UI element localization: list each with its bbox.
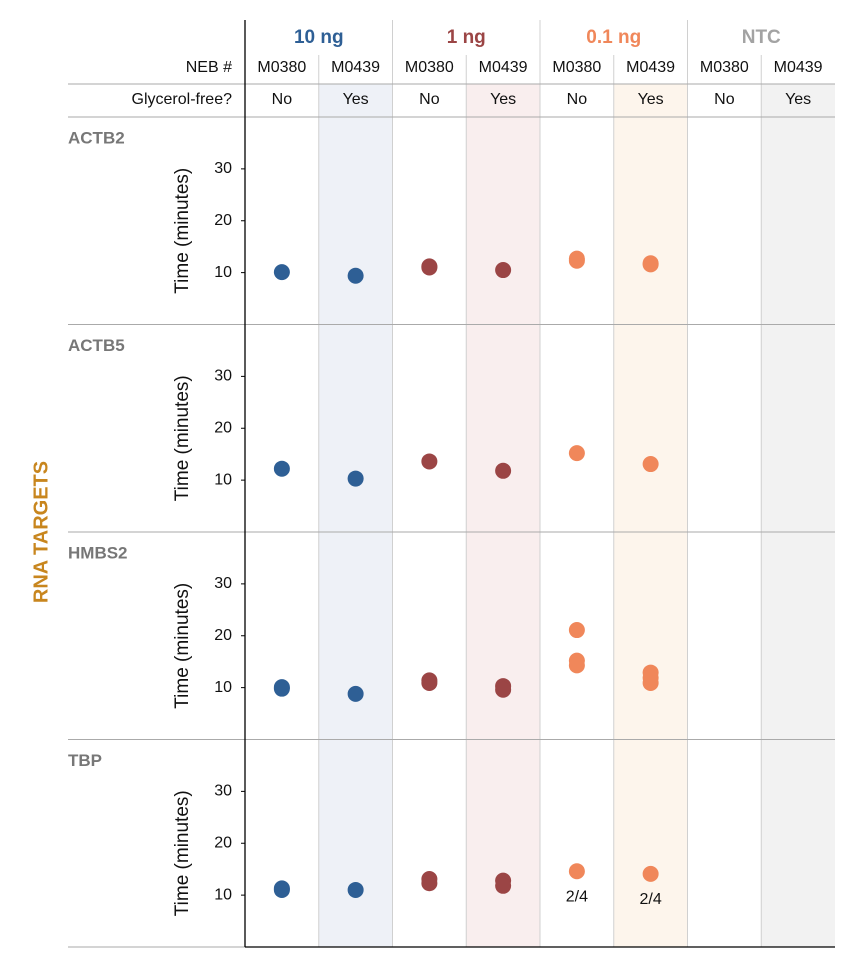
y-axis-label: Time (minutes) (172, 375, 193, 501)
data-point (347, 881, 364, 898)
neb-label: M0439 (774, 59, 823, 76)
neb-label: M0439 (331, 59, 380, 76)
glycerol-label: Yes (785, 91, 811, 108)
y-tick-label: 10 (214, 471, 232, 488)
data-point (495, 681, 512, 698)
neb-label: M0380 (257, 59, 306, 76)
column-shade (761, 84, 835, 947)
data-point (273, 881, 290, 898)
annotation: 2/4 (640, 891, 662, 908)
data-point (421, 259, 438, 276)
data-point (642, 256, 659, 273)
data-point (642, 865, 659, 882)
row-label: Glycerol-free? (132, 91, 233, 108)
group-label: 10 ng (294, 27, 344, 48)
data-point (495, 262, 512, 279)
data-point (568, 622, 585, 639)
y-tick-label: 20 (214, 419, 232, 436)
column-shade (466, 84, 540, 947)
data-point (495, 877, 512, 894)
glycerol-label: No (714, 91, 735, 108)
data-point (642, 456, 659, 473)
data-point (421, 875, 438, 892)
neb-label: M0439 (479, 59, 528, 76)
column-shade (318, 84, 393, 947)
panel-label: ACTB5 (68, 336, 125, 355)
glycerol-label: Yes (638, 91, 664, 108)
neb-label: M0380 (405, 59, 454, 76)
column-shade (613, 84, 688, 947)
glycerol-label: No (272, 91, 293, 108)
data-point (568, 445, 585, 462)
data-point (421, 453, 438, 470)
data-point (568, 657, 585, 674)
y-tick-label: 30 (214, 160, 232, 177)
panel-label: TBP (68, 751, 102, 770)
data-point (495, 462, 512, 479)
y-tick-label: 30 (214, 783, 232, 800)
data-point (273, 680, 290, 697)
neb-label: M0439 (626, 59, 675, 76)
data-point (273, 264, 290, 281)
y-tick-label: 20 (214, 627, 232, 644)
data-point (568, 863, 585, 880)
y-tick-label: 30 (214, 575, 232, 592)
y-tick-label: 10 (214, 886, 232, 903)
y-tick-label: 10 (214, 679, 232, 696)
group-label: NTC (742, 27, 781, 48)
data-point (568, 252, 585, 269)
y-axis-label: Time (minutes) (172, 583, 193, 709)
y-tick-label: 20 (214, 212, 232, 229)
data-point (642, 674, 659, 691)
data-point (273, 460, 290, 477)
panel-label: ACTB2 (68, 128, 125, 147)
y-tick-label: 20 (214, 834, 232, 851)
neb-label: M0380 (552, 59, 601, 76)
data-point (421, 674, 438, 691)
glycerol-label: Yes (490, 91, 516, 108)
row-label: NEB # (186, 59, 232, 76)
panel-label: HMBS2 (68, 543, 128, 562)
group-label: 0.1 ng (586, 27, 641, 48)
glycerol-label: No (419, 91, 440, 108)
data-point (347, 685, 364, 702)
data-point (347, 470, 364, 487)
annotation: 2/4 (566, 888, 588, 905)
data-point (347, 267, 364, 284)
y-axis-label: Time (minutes) (172, 168, 193, 294)
side-title: RNA TARGETS (30, 461, 52, 603)
glycerol-label: No (567, 91, 588, 108)
y-tick-label: 30 (214, 368, 232, 385)
glycerol-label: Yes (343, 91, 369, 108)
y-tick-label: 10 (214, 264, 232, 281)
group-label: 1 ng (447, 27, 486, 48)
neb-label: M0380 (700, 59, 749, 76)
y-axis-label: Time (minutes) (172, 790, 193, 916)
